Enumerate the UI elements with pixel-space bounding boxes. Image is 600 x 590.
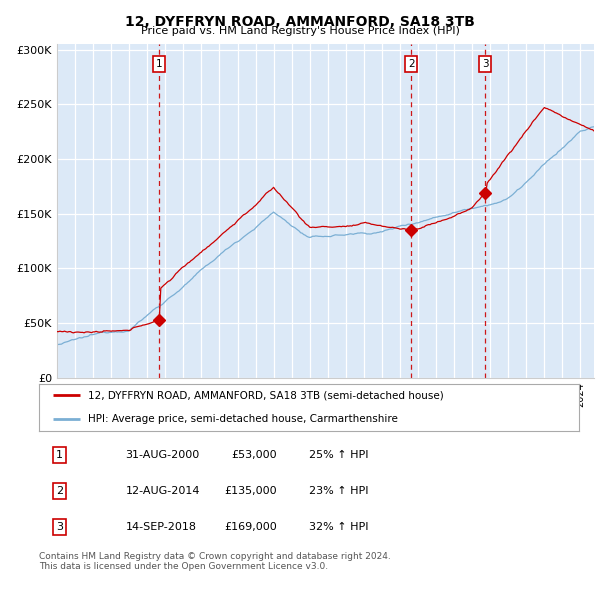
Text: Contains HM Land Registry data © Crown copyright and database right 2024.: Contains HM Land Registry data © Crown c… xyxy=(39,552,391,560)
Text: £53,000: £53,000 xyxy=(231,450,277,460)
Text: 3: 3 xyxy=(482,59,488,69)
Text: 12-AUG-2014: 12-AUG-2014 xyxy=(125,486,200,496)
Text: 2: 2 xyxy=(408,59,415,69)
Text: 14-SEP-2018: 14-SEP-2018 xyxy=(125,522,196,532)
Text: This data is licensed under the Open Government Licence v3.0.: This data is licensed under the Open Gov… xyxy=(39,562,328,571)
Text: Price paid vs. HM Land Registry's House Price Index (HPI): Price paid vs. HM Land Registry's House … xyxy=(140,26,460,36)
Text: 32% ↑ HPI: 32% ↑ HPI xyxy=(309,522,368,532)
Text: 12, DYFFRYN ROAD, AMMANFORD, SA18 3TB: 12, DYFFRYN ROAD, AMMANFORD, SA18 3TB xyxy=(125,15,475,29)
Text: £135,000: £135,000 xyxy=(224,486,277,496)
Text: 12, DYFFRYN ROAD, AMMANFORD, SA18 3TB (semi-detached house): 12, DYFFRYN ROAD, AMMANFORD, SA18 3TB (s… xyxy=(88,391,443,400)
Text: HPI: Average price, semi-detached house, Carmarthenshire: HPI: Average price, semi-detached house,… xyxy=(88,414,397,424)
Text: 25% ↑ HPI: 25% ↑ HPI xyxy=(309,450,368,460)
Text: 31-AUG-2000: 31-AUG-2000 xyxy=(125,450,200,460)
Text: £169,000: £169,000 xyxy=(224,522,277,532)
Text: 23% ↑ HPI: 23% ↑ HPI xyxy=(309,486,368,496)
Text: 3: 3 xyxy=(56,522,63,532)
Text: 1: 1 xyxy=(56,450,63,460)
Text: 2: 2 xyxy=(56,486,63,496)
Text: 1: 1 xyxy=(156,59,163,69)
